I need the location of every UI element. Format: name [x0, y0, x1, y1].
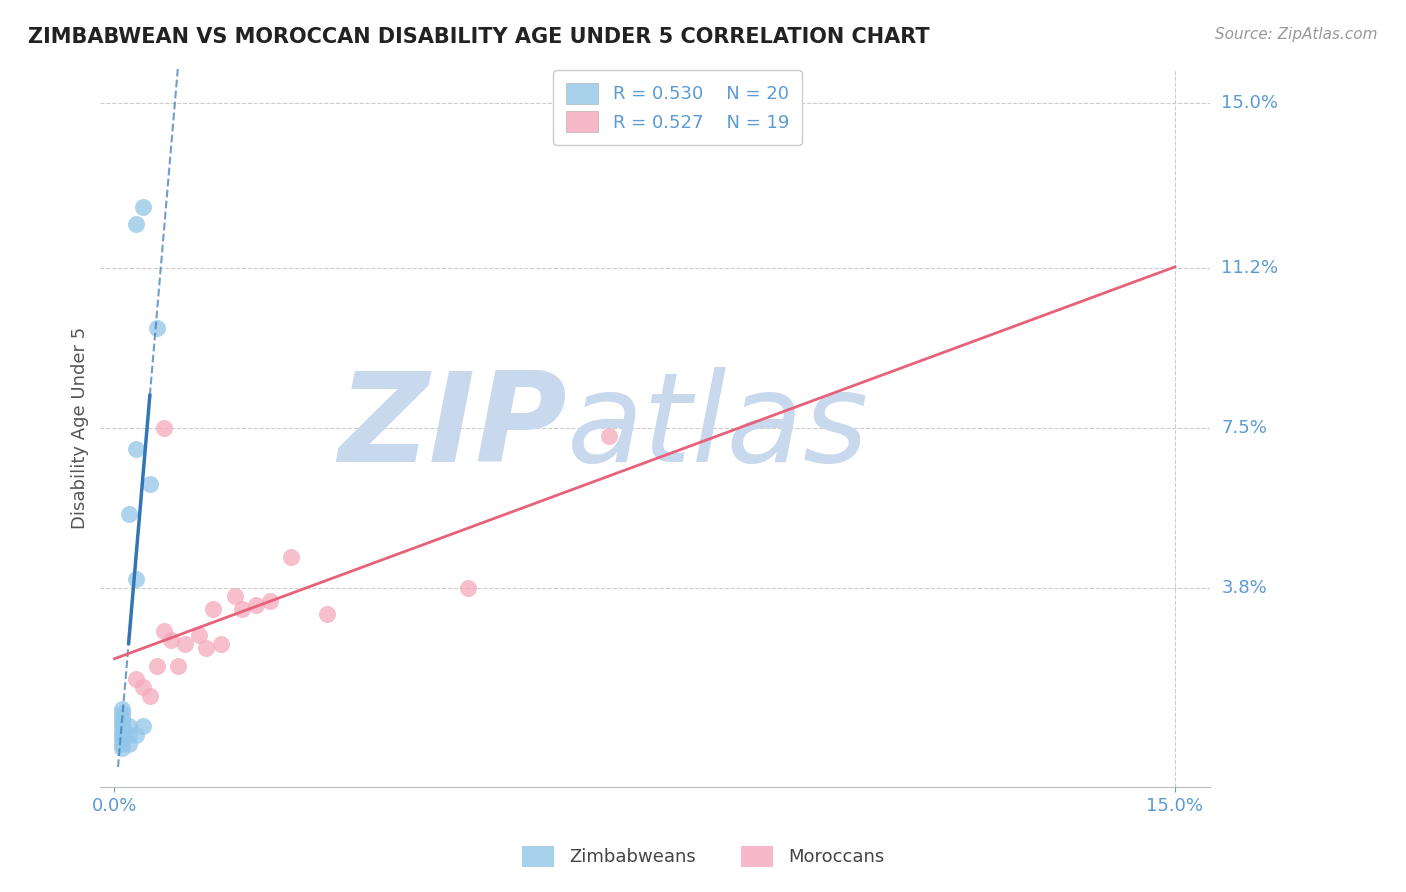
Text: Source: ZipAtlas.com: Source: ZipAtlas.com — [1215, 27, 1378, 42]
Point — [146, 321, 169, 335]
Point — [110, 719, 132, 733]
Legend: R = 0.530    N = 20, R = 0.527    N = 19: R = 0.530 N = 20, R = 0.527 N = 19 — [553, 70, 801, 145]
Point — [125, 442, 148, 457]
Point — [125, 672, 148, 686]
Point — [188, 628, 211, 642]
Point — [231, 602, 253, 616]
Point — [167, 658, 190, 673]
Point — [259, 594, 281, 608]
Point — [110, 732, 132, 747]
Text: ZIMBABWEAN VS MOROCCAN DISABILITY AGE UNDER 5 CORRELATION CHART: ZIMBABWEAN VS MOROCCAN DISABILITY AGE UN… — [28, 27, 929, 46]
Text: 15.0%: 15.0% — [1222, 95, 1278, 112]
Point — [110, 740, 132, 755]
Point — [125, 217, 148, 231]
Point — [117, 728, 139, 742]
Point — [280, 550, 302, 565]
Legend: Zimbabweans, Moroccans: Zimbabweans, Moroccans — [515, 838, 891, 874]
Point — [224, 590, 246, 604]
Point — [315, 607, 337, 621]
Point — [117, 507, 139, 521]
Y-axis label: Disability Age Under 5: Disability Age Under 5 — [72, 326, 89, 529]
Point — [110, 723, 132, 738]
Point — [195, 641, 218, 656]
Point — [202, 602, 225, 616]
Point — [117, 737, 139, 751]
Point — [160, 632, 183, 647]
Point — [598, 429, 620, 443]
Text: 3.8%: 3.8% — [1222, 579, 1267, 597]
Point — [245, 598, 267, 612]
Point — [125, 572, 148, 586]
Text: ZIP: ZIP — [337, 368, 567, 488]
Point — [139, 689, 162, 703]
Point — [153, 420, 176, 434]
Text: 7.5%: 7.5% — [1222, 418, 1267, 437]
Point — [132, 200, 155, 214]
Point — [457, 581, 479, 595]
Point — [110, 737, 132, 751]
Point — [110, 728, 132, 742]
Point — [132, 681, 155, 695]
Point — [110, 714, 132, 729]
Point — [209, 637, 232, 651]
Point — [153, 624, 176, 638]
Point — [110, 706, 132, 721]
Text: atlas: atlas — [567, 368, 869, 488]
Point — [117, 719, 139, 733]
Point — [125, 728, 148, 742]
Point — [174, 637, 197, 651]
Point — [146, 658, 169, 673]
Point — [139, 477, 162, 491]
Point — [110, 710, 132, 724]
Point — [110, 702, 132, 716]
Point — [132, 719, 155, 733]
Text: 11.2%: 11.2% — [1222, 259, 1278, 277]
